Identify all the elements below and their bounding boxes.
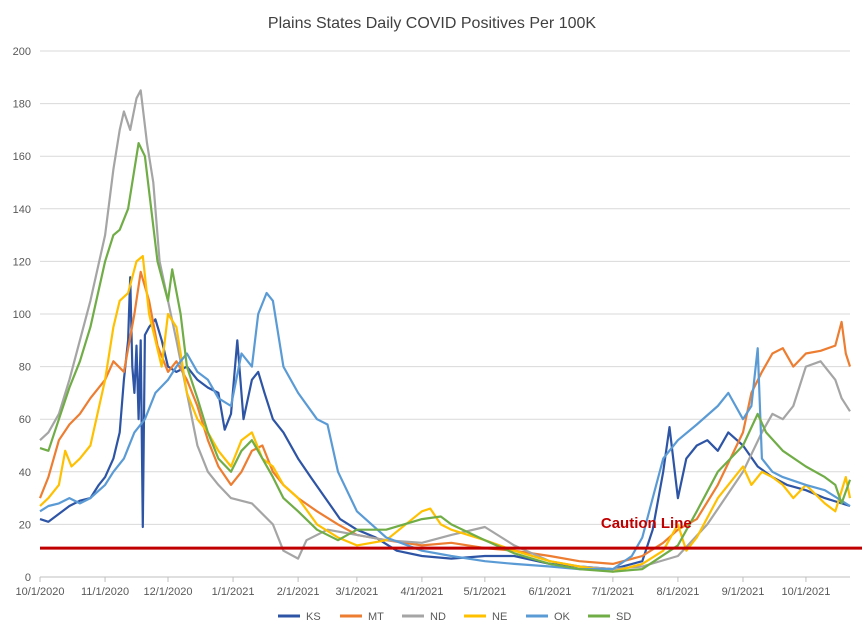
- y-tick-label: 180: [13, 99, 31, 111]
- plot-area: [38, 89, 852, 573]
- series-line-sd: [39, 142, 852, 573]
- y-axis: 0 20 40 60 80 100 120 140 160 180 200: [13, 46, 31, 584]
- series-line-ne: [39, 255, 852, 573]
- x-tick-label: 12/1/2020: [144, 586, 193, 598]
- x-tick-label: 7/1/2021: [591, 586, 634, 598]
- x-tick-label: 4/1/2021: [401, 586, 444, 598]
- series-line-mt: [38, 270, 852, 565]
- x-tick-label: 10/1/2020: [16, 586, 65, 598]
- gridlines: [40, 50, 850, 578]
- y-tick-label: 60: [19, 414, 31, 426]
- legend-label-nd: ND: [430, 611, 446, 623]
- y-tick-label: 160: [13, 151, 31, 163]
- x-tick-label: 10/1/2021: [781, 586, 830, 598]
- legend-label-ok: OK: [554, 611, 571, 623]
- y-tick-label: 20: [19, 519, 31, 531]
- legend-label-mt: MT: [368, 611, 384, 623]
- x-axis: 10/1/2020 11/1/2020 12/1/2020 1/1/2021 2/1/2…: [16, 576, 850, 598]
- y-tick-label: 200: [13, 46, 31, 58]
- y-tick-label: 40: [19, 467, 31, 479]
- legend: KS MT ND NE OK SD: [278, 611, 631, 623]
- x-tick-label: 6/1/2021: [529, 586, 572, 598]
- caution-line-group: Caution Line: [40, 515, 862, 550]
- x-tick-label: 2/1/2021: [277, 586, 320, 598]
- caution-line-label: Caution Line: [601, 515, 692, 532]
- y-tick-label: 120: [13, 256, 31, 268]
- legend-label-sd: SD: [616, 611, 631, 623]
- series-line-ks: [39, 276, 851, 571]
- y-tick-label: 100: [13, 309, 31, 321]
- y-tick-label: 80: [19, 362, 31, 374]
- x-tick-label: 5/1/2021: [463, 586, 506, 598]
- legend-label-ne: NE: [492, 611, 507, 623]
- x-tick-label: 11/1/2020: [81, 586, 129, 598]
- x-tick-label: 1/1/2021: [212, 586, 255, 598]
- x-tick-label: 8/1/2021: [657, 586, 700, 598]
- series-line-nd: [39, 89, 851, 571]
- x-tick-label: 9/1/2021: [722, 586, 765, 598]
- legend-label-ks: KS: [306, 611, 321, 623]
- y-tick-label: 0: [25, 572, 31, 584]
- y-tick-label: 140: [13, 204, 31, 216]
- chart-title: Plains States Daily COVID Positives Per …: [268, 15, 596, 32]
- series-line-ok: [39, 291, 851, 571]
- x-tick-label: 3/1/2021: [335, 586, 378, 598]
